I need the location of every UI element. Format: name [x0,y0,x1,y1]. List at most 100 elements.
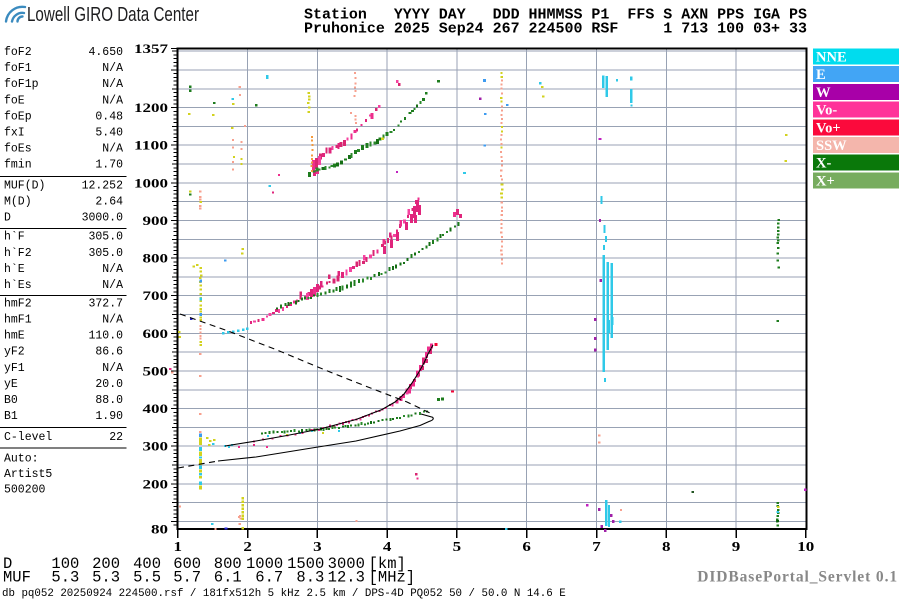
svg-text:foEs: foEs [4,143,32,156]
svg-text:N/A: N/A [102,94,123,107]
svg-text:MUF: MUF [3,569,31,587]
svg-text:yF1: yF1 [4,362,25,375]
svg-text:N/A: N/A [102,314,123,327]
svg-text:3000: 3000 [328,555,365,573]
svg-text:3: 3 [313,540,322,555]
svg-text:1000: 1000 [246,555,283,573]
svg-text:Pruhonice 2025 Sep24 267 22450: Pruhonice 2025 Sep24 267 224500 RSF 1 71… [304,21,807,38]
svg-text:N/A: N/A [102,279,123,292]
svg-text:12.3: 12.3 [328,569,365,587]
svg-text:yE: yE [4,378,18,391]
svg-text:M(D): M(D) [4,195,32,208]
svg-text:hmF2: hmF2 [4,297,32,310]
svg-text:2.64: 2.64 [95,195,123,208]
svg-text:5.5: 5.5 [133,569,161,587]
svg-text:1.90: 1.90 [95,410,123,423]
svg-text:N/A: N/A [102,62,123,75]
svg-text:Vo+: Vo+ [816,120,841,136]
svg-text:fxI: fxI [4,127,25,140]
svg-text:6: 6 [522,540,531,555]
svg-text:SSW: SSW [816,138,847,154]
svg-text:foE: foE [4,94,25,107]
svg-text:N/A: N/A [102,263,123,276]
svg-text:8: 8 [662,540,671,555]
svg-text:8.3: 8.3 [296,569,324,587]
svg-text:N/A: N/A [102,78,123,91]
svg-text:fmin: fmin [4,159,32,172]
svg-text:300: 300 [143,439,169,454]
svg-text:0.48: 0.48 [95,110,123,123]
svg-text:1500: 1500 [287,555,324,573]
svg-text:[MHz]: [MHz] [369,569,416,587]
svg-text:hmE: hmE [4,330,25,343]
svg-text:N/A: N/A [102,143,123,156]
svg-text:Artist5: Artist5 [4,468,52,481]
svg-text:1357: 1357 [134,41,169,56]
svg-text:12.252: 12.252 [82,179,124,192]
svg-text:db pq052 20250924 224500.rsf /: db pq052 20250924 224500.rsf / 181fx512h… [2,588,566,600]
svg-text:X-: X- [816,156,831,172]
svg-text:200: 200 [143,476,169,491]
svg-text:4: 4 [383,540,392,555]
svg-text:7: 7 [592,540,601,555]
svg-text:1100: 1100 [134,138,168,153]
svg-text:W: W [816,85,831,101]
svg-text:9: 9 [732,540,741,555]
svg-text:900: 900 [143,213,169,228]
svg-text:2: 2 [243,540,252,555]
svg-text:B0: B0 [4,394,18,407]
svg-text:1200: 1200 [134,100,168,115]
svg-text:1.70: 1.70 [95,159,123,172]
svg-text:200: 200 [92,555,120,573]
svg-text:E: E [816,67,826,83]
svg-text:foF1: foF1 [4,62,32,75]
svg-text:5: 5 [453,540,462,555]
svg-text:foF1p: foF1p [4,78,39,91]
svg-text:110.0: 110.0 [88,330,123,343]
svg-text:Auto:: Auto: [4,452,39,465]
svg-text:400: 400 [133,555,161,573]
svg-text:20.0: 20.0 [95,378,123,391]
svg-text:5.7: 5.7 [173,569,201,587]
svg-text:C-level: C-level [4,431,52,444]
svg-text:86.6: 86.6 [95,346,123,359]
svg-text:foF2: foF2 [4,46,32,59]
svg-text:5.3: 5.3 [92,569,120,587]
svg-text:1: 1 [174,540,183,555]
svg-text:h`F2: h`F2 [4,247,32,260]
svg-text:DIDBasePortal_Servlet 0.1: DIDBasePortal_Servlet 0.1 [697,569,898,586]
svg-text:500: 500 [143,364,169,379]
svg-text:B1: B1 [4,410,18,423]
svg-text:X+: X+ [816,173,835,189]
svg-text:600: 600 [143,326,169,341]
svg-text:h`E: h`E [4,263,25,276]
svg-text:10: 10 [797,540,814,555]
svg-text:foEp: foEp [4,110,32,123]
svg-text:h`Es: h`Es [4,279,32,292]
svg-text:h`F: h`F [4,231,25,244]
svg-text:MUF(D): MUF(D) [4,179,45,192]
svg-text:yF2: yF2 [4,346,25,359]
svg-text:6.1: 6.1 [214,569,242,587]
svg-text:5.40: 5.40 [95,127,123,140]
svg-text:4.650: 4.650 [88,46,123,59]
svg-text:500200: 500200 [4,483,46,496]
svg-text:22: 22 [109,431,123,444]
svg-text:D: D [4,212,11,225]
svg-text:D: D [3,555,12,573]
svg-text:80: 80 [151,522,168,537]
svg-text:800: 800 [214,555,242,573]
svg-text:5.3: 5.3 [51,569,79,587]
svg-text:NNE: NNE [816,50,847,66]
svg-text:400: 400 [143,401,169,416]
svg-text:Vo-: Vo- [816,103,837,119]
svg-text:[km]: [km] [369,555,406,573]
svg-text:100: 100 [51,555,79,573]
svg-text:305.0: 305.0 [88,231,123,244]
svg-text:88.0: 88.0 [95,394,123,407]
svg-text:3000.0: 3000.0 [82,212,124,225]
svg-text:N/A: N/A [102,362,123,375]
svg-text:372.7: 372.7 [88,297,123,310]
svg-text:Lowell GIRO Data Center: Lowell GIRO Data Center [27,3,199,26]
svg-text:1000: 1000 [134,175,168,190]
